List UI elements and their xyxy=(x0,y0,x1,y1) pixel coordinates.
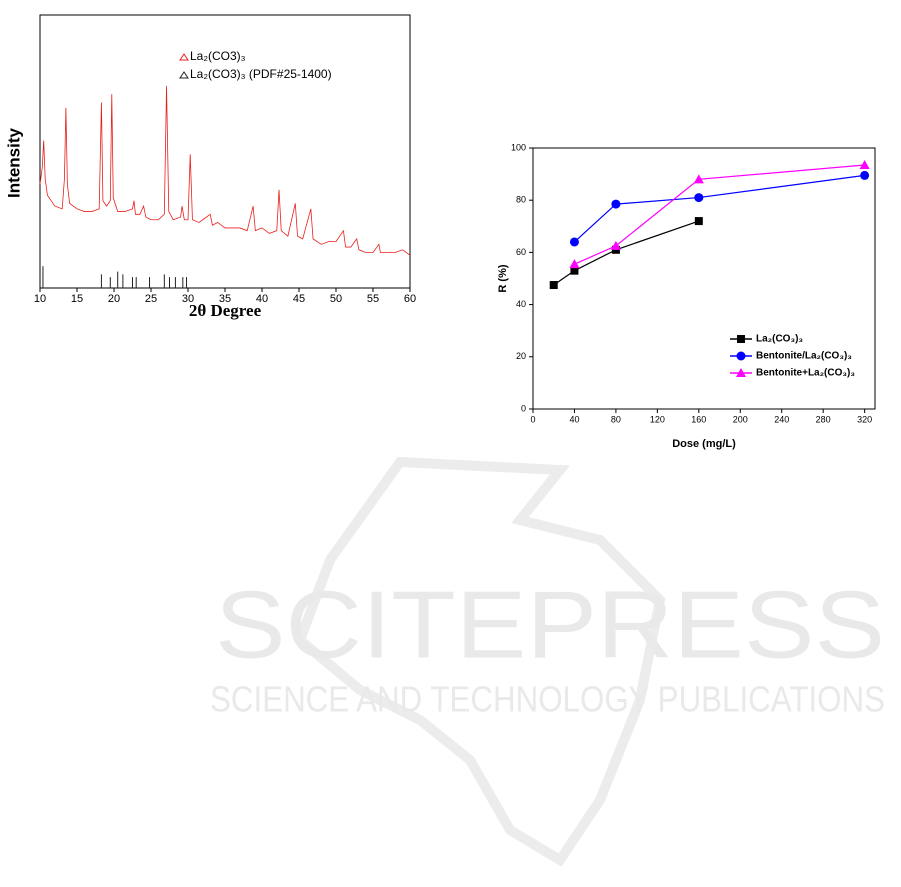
series-line xyxy=(553,220,700,286)
x-tick-label: 55 xyxy=(367,293,379,305)
legend-marker xyxy=(179,71,189,79)
x-tick-label: 40 xyxy=(569,414,579,424)
marker xyxy=(694,217,703,226)
legend-label: La₂(CO₃)₃ xyxy=(756,334,803,345)
legend-marker xyxy=(179,53,189,61)
x-tick-label: 15 xyxy=(71,293,83,305)
y-axis-label: R (%) xyxy=(497,264,509,292)
marker xyxy=(610,240,621,250)
y-tick-label: 100 xyxy=(511,142,526,152)
x-tick-label: 200 xyxy=(733,414,748,424)
marker xyxy=(694,193,704,203)
x-tick-label: 45 xyxy=(293,293,305,305)
y-tick-label: 60 xyxy=(516,247,526,257)
x-tick-label: 320 xyxy=(857,414,872,424)
series-line xyxy=(574,164,865,265)
marker xyxy=(860,170,870,180)
watermark-subtitle: SCIENCE AND TECHNOLOGY PUBLICATIONS xyxy=(210,679,885,720)
y-tick-label: 80 xyxy=(516,195,526,205)
marker xyxy=(569,259,580,269)
legend-marker xyxy=(736,368,746,377)
legend-marker xyxy=(736,351,746,361)
marker xyxy=(569,237,579,247)
x-tick-label: 30 xyxy=(182,293,194,305)
plot-frame xyxy=(532,147,876,410)
x-tick-label: 240 xyxy=(774,414,789,424)
x-axis-label: Dose (mg/L) xyxy=(672,438,736,450)
marker xyxy=(611,199,621,209)
y-axis-label: Intensity xyxy=(4,128,23,198)
marker xyxy=(549,281,558,290)
x-tick-label: 40 xyxy=(256,293,268,305)
x-tick-label: 60 xyxy=(404,293,416,305)
marker xyxy=(570,266,579,275)
legend-label: Bentonite+La₂(CO₃)₃ xyxy=(756,368,855,379)
x-tick-label: 80 xyxy=(611,414,621,424)
watermark-title: SCITEPRESS xyxy=(215,571,885,678)
x-tick-label: 35 xyxy=(219,293,231,305)
x-tick-label: 25 xyxy=(145,293,157,305)
series-line xyxy=(574,174,865,243)
legend-label: La₂(CO3)₃ xyxy=(190,49,246,63)
x-tick-label: 20 xyxy=(108,293,120,305)
x-tick-label: 50 xyxy=(330,293,342,305)
watermark-shape xyxy=(294,456,666,867)
series-line xyxy=(39,85,411,256)
y-tick-label: 0 xyxy=(521,403,526,413)
x-tick-label: 160 xyxy=(691,414,706,424)
marker xyxy=(859,159,870,169)
y-tick-label: 20 xyxy=(516,351,526,361)
legend-label: Bentonite/La₂(CO₃)₃ xyxy=(756,351,852,362)
x-tick-label: 0 xyxy=(530,414,535,424)
x-axis-label: 2θ Degree xyxy=(189,301,262,320)
legend-marker xyxy=(737,335,745,343)
x-tick-label: 10 xyxy=(34,293,46,305)
y-tick-label: 40 xyxy=(516,299,526,309)
marker xyxy=(693,174,704,184)
x-tick-label: 280 xyxy=(816,414,831,424)
x-tick-label: 120 xyxy=(650,414,665,424)
legend-label: La₂(CO3)₃ (PDF#25-1400) xyxy=(190,67,332,81)
